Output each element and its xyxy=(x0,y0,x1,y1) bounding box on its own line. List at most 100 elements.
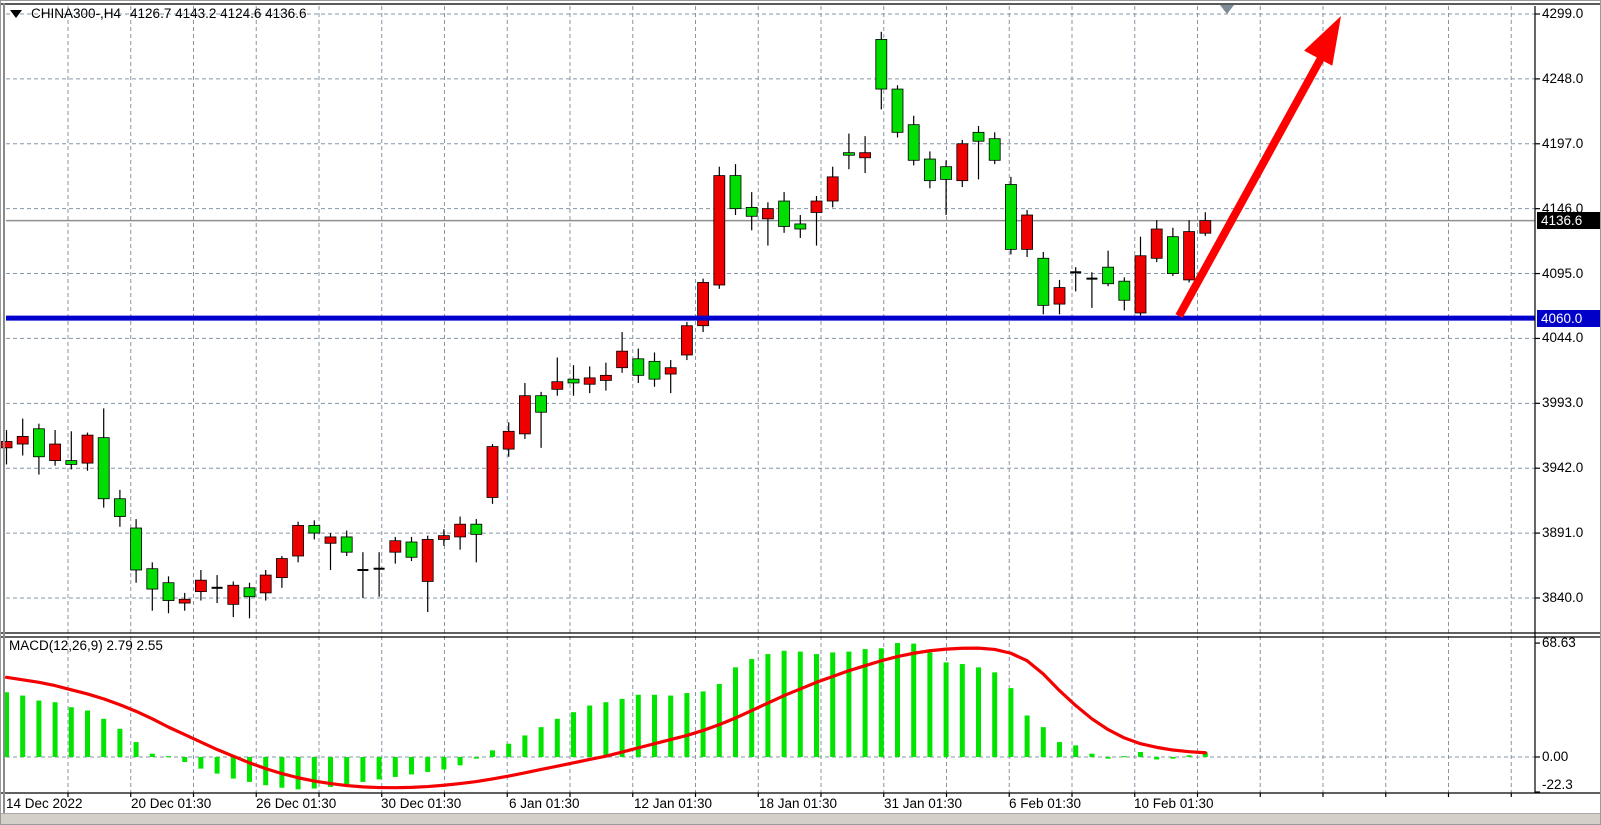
bear-candle xyxy=(1118,280,1131,301)
bear-candle xyxy=(843,152,855,156)
macd-histogram-bar xyxy=(733,667,738,757)
support-line-price-badge: 4060.0 xyxy=(1537,309,1600,327)
macd-histogram-bar xyxy=(538,727,544,757)
macd-histogram-bar xyxy=(652,694,657,757)
macd-histogram-bar xyxy=(52,702,58,757)
bull-candle xyxy=(1021,214,1033,250)
window-left-border xyxy=(3,3,5,813)
price-axis-label: 4095.0 xyxy=(1542,265,1584,281)
bull-candle xyxy=(762,208,774,220)
bear-candle xyxy=(65,460,78,465)
bull-candle xyxy=(713,175,726,286)
bull-candle xyxy=(1,441,13,449)
time-axis-label: 20 Dec 01:30 xyxy=(131,796,212,811)
bull-candle xyxy=(178,598,191,604)
macd-histogram-bar xyxy=(166,756,171,758)
macd-histogram-bar xyxy=(1154,757,1160,760)
macd-histogram-bar xyxy=(1105,757,1111,759)
macd-signal-line xyxy=(4,646,1207,790)
macd-histogram-bar xyxy=(765,654,771,757)
macd-histogram-bar xyxy=(133,742,139,757)
bear-candle xyxy=(308,525,321,534)
price-axis-label: 4197.0 xyxy=(1542,135,1584,151)
bear-candle xyxy=(907,124,920,161)
time-axis-label: 30 Dec 01:30 xyxy=(381,796,462,811)
macd-histogram-bar xyxy=(846,651,852,757)
macd-histogram-bar xyxy=(328,757,333,787)
bull-candle xyxy=(600,374,612,381)
macd-histogram-bar xyxy=(814,654,819,757)
macd-histogram-bar xyxy=(749,659,755,757)
bear-candle xyxy=(470,523,483,535)
macd-histogram-bar xyxy=(943,662,949,757)
bull-candle xyxy=(1053,287,1066,305)
bull-candle xyxy=(81,434,94,464)
bull-candle xyxy=(454,523,467,538)
time-axis-label: 26 Dec 01:30 xyxy=(256,796,337,811)
bear-candle xyxy=(340,536,353,553)
price-axis-label: 4044.0 xyxy=(1542,330,1584,346)
bear-candle xyxy=(1102,266,1114,285)
macd-histogram-bar xyxy=(1186,755,1192,757)
bull-candle xyxy=(810,200,823,213)
macd-histogram-bar xyxy=(522,735,528,757)
bull-candle xyxy=(275,558,288,579)
chart-title: CHINA300-,H4 4126.7 4143.2 4124.6 4136.6 xyxy=(10,6,306,21)
bull-candle xyxy=(227,584,240,605)
macd-histogram-bar xyxy=(85,710,90,757)
macd-histogram-bar xyxy=(425,757,431,772)
macd-histogram-bar xyxy=(1008,688,1014,757)
bull-candle xyxy=(292,525,305,557)
bull-candle xyxy=(502,430,515,450)
bull-candle xyxy=(486,446,499,498)
macd-histogram-bar xyxy=(4,692,9,757)
price-axis-label: 3891.0 xyxy=(1542,525,1584,541)
macd-histogram-bar xyxy=(490,750,495,757)
bull-candle xyxy=(259,574,272,594)
bear-candle xyxy=(988,138,1001,161)
bull-candle xyxy=(681,325,693,356)
bull-candle xyxy=(421,539,434,582)
macd-histogram-bar xyxy=(1073,745,1079,757)
bear-candle xyxy=(1167,236,1179,274)
macd-axis-label: -22.3 xyxy=(1542,777,1573,792)
bear-candle xyxy=(891,88,904,133)
macd-histogram-bar xyxy=(441,757,447,770)
macd-histogram-bar xyxy=(587,705,593,757)
trend-arrow-shaft[interactable] xyxy=(1175,47,1330,318)
macd-histogram-bar xyxy=(198,757,204,769)
macd-histogram-bar xyxy=(554,718,560,757)
macd-histogram-bar xyxy=(360,757,366,782)
bull-candle xyxy=(1199,220,1212,234)
macd-histogram-bar xyxy=(117,728,123,757)
macd-histogram-bar xyxy=(976,667,981,757)
price-axis-label: 3840.0 xyxy=(1542,589,1584,605)
bear-candle xyxy=(146,568,159,590)
chart-shift-marker-icon[interactable] xyxy=(1220,5,1234,14)
macd-histogram-bar xyxy=(101,718,107,757)
macd-histogram-bar xyxy=(927,652,933,757)
time-axis-label: 6 Feb 01:30 xyxy=(1009,796,1082,811)
macd-axis-label: 0.00 xyxy=(1542,749,1569,764)
bull-candle xyxy=(1150,228,1163,259)
bull-candle xyxy=(859,152,871,159)
status-strip xyxy=(1,813,1600,824)
macd-histogram-bar xyxy=(716,683,722,757)
bull-candle xyxy=(519,395,531,435)
macd-histogram-bar xyxy=(635,694,641,757)
trend-arrow-head[interactable] xyxy=(1304,16,1341,66)
time-axis-label: 10 Feb 01:30 xyxy=(1134,796,1214,811)
bull-candle xyxy=(389,540,402,553)
bear-candle xyxy=(97,437,110,500)
bull-candle xyxy=(16,436,29,445)
macd-histogram-bar xyxy=(409,757,414,775)
macd-histogram-bar xyxy=(1040,727,1046,757)
bear-candle xyxy=(778,200,790,227)
bear-candle xyxy=(940,166,952,180)
macd-histogram-bar xyxy=(668,695,674,757)
macd-histogram-bar xyxy=(230,757,236,779)
window-top-border xyxy=(1,3,1600,5)
macd-histogram-bar xyxy=(295,757,301,790)
